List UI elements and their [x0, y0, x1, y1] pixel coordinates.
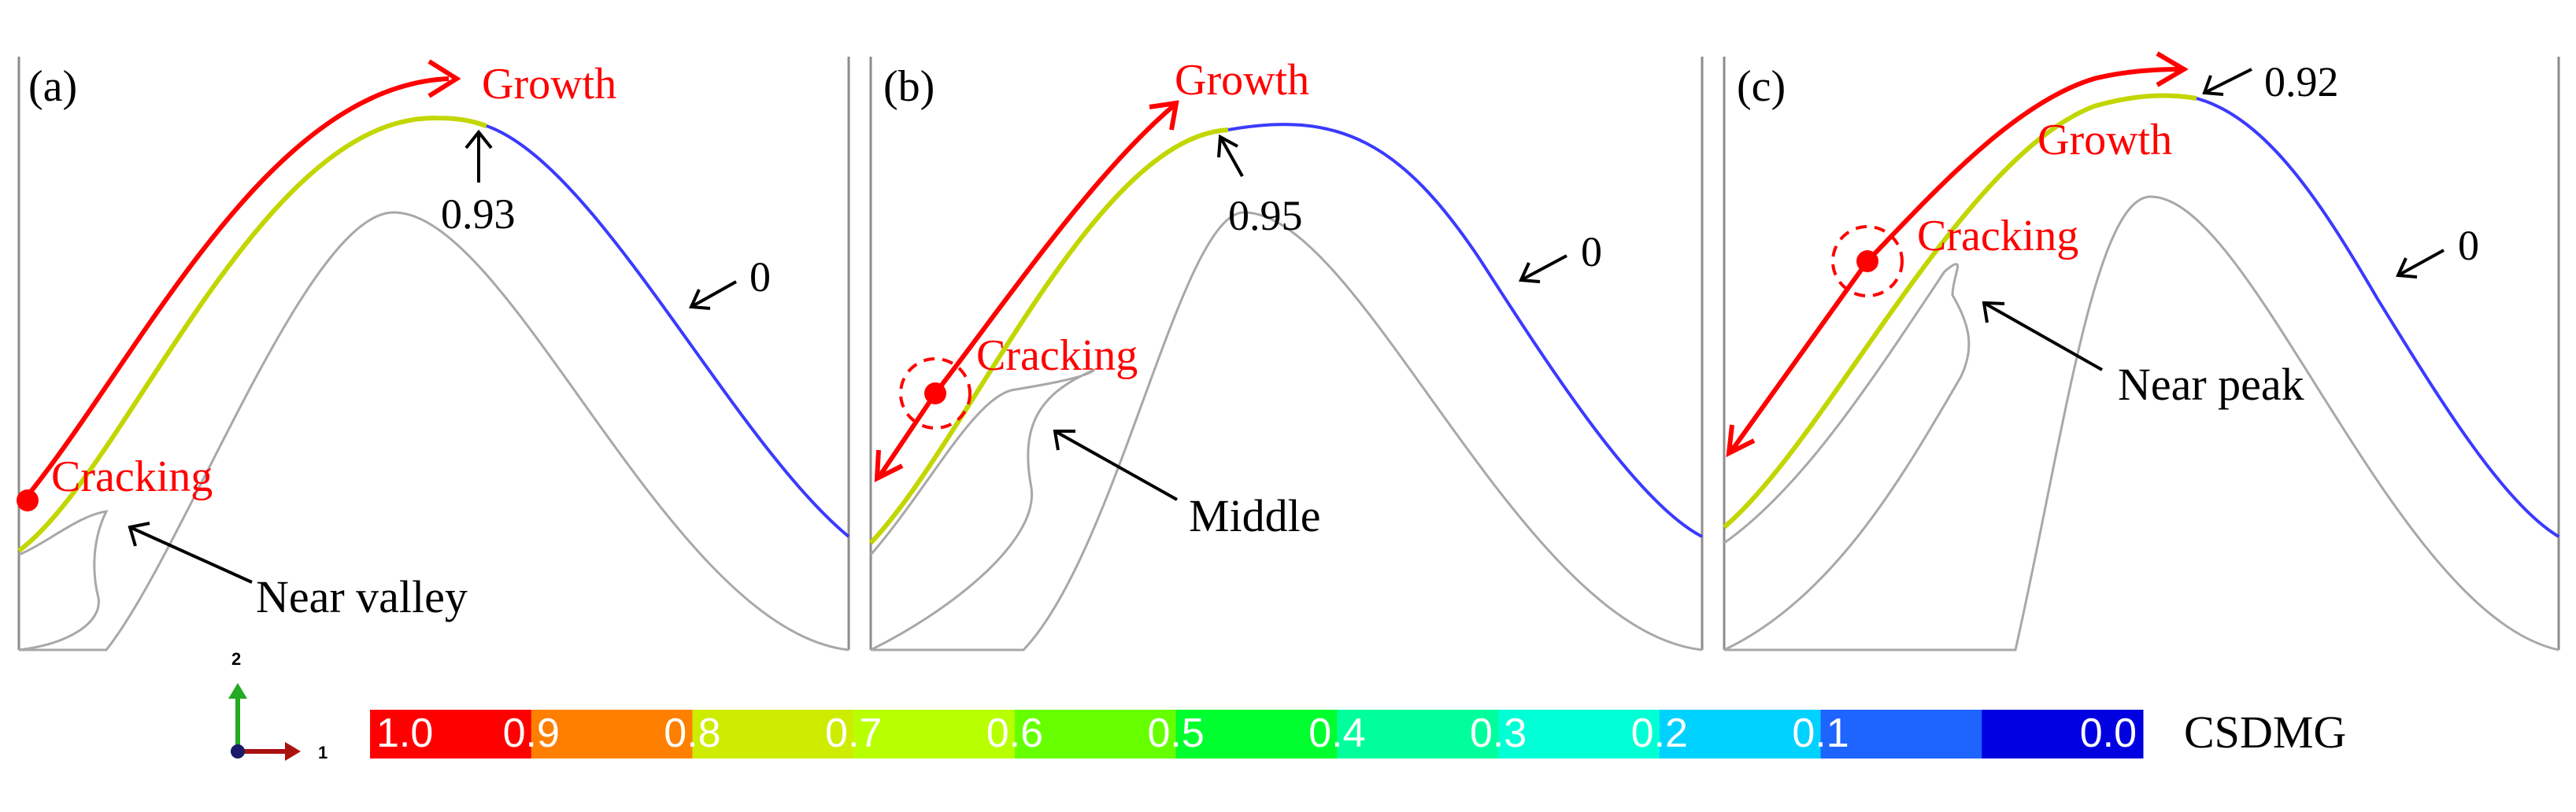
cracking-arrow: [878, 392, 938, 477]
cracking-point: [1856, 250, 1878, 272]
colorbar-ticks: 1.0 0.9 0.8 0.7 0.6 0.5 0.4 0.3 0.2 0.1 0.0: [376, 710, 2137, 756]
location-pointer-arrowhead: [1982, 301, 2005, 323]
triad-axis-1-arrowhead: [285, 742, 301, 761]
colorbar-tick-label: 0.1: [1792, 710, 1849, 756]
location-pointer-arrowhead: [1053, 430, 1075, 451]
panel-a: Cracking Growth (a) 0.93 0 Near valley: [17, 57, 850, 651]
colorbar-tick-label: 0.3: [1470, 710, 1527, 756]
crack-notch: [18, 510, 109, 651]
zero-value: 0: [749, 253, 771, 301]
peak-pointer-arrowhead: [464, 129, 493, 149]
colorbar-segment: [692, 710, 854, 758]
location-label: Near valley: [256, 571, 468, 622]
colorbar-segment: [1175, 710, 1338, 758]
panel-c: Cracking Growth (c) 0.92 0 Near peak: [1723, 51, 2560, 651]
damage-band-blue: [2196, 97, 2560, 538]
location-pointer-arrow: [129, 526, 253, 584]
damage-band-yellow: [17, 115, 487, 553]
zero-value: 0: [1581, 228, 1602, 275]
growth-label: Growth: [2037, 116, 2172, 164]
panel-label: (c): [1737, 62, 1786, 111]
panel-b: Cracking Growth (b) 0.95 0 Middle: [868, 56, 1704, 651]
crack-notch: [869, 368, 1096, 651]
crack-notch: [1723, 263, 1971, 651]
colorbar-segment: [370, 710, 532, 758]
growth-arrow: [25, 76, 450, 497]
location-pointer-arrow: [1983, 301, 2103, 371]
cracking-arrowhead: [1726, 424, 1756, 458]
growth-arrowhead: [427, 59, 461, 98]
cracking-arrow: [1730, 260, 1870, 452]
zero-pointer-arrowhead: [1519, 262, 1541, 283]
colorbar-segment: [853, 710, 1016, 758]
colorbar-tick-label: 0.9: [503, 710, 560, 756]
peak-pointer-arrowhead: [2202, 75, 2224, 96]
location-pointer-arrow: [1054, 430, 1178, 501]
cracking-zone: [1831, 225, 1904, 297]
colorbar-tick-label: 0.5: [1147, 710, 1204, 756]
location-label: Near peak: [2118, 359, 2304, 410]
colorbar-tick-label: 0.0: [2080, 710, 2137, 756]
colorbar-segment: [1014, 710, 1177, 758]
colorbar-tick-label: 0.6: [986, 710, 1043, 756]
growth-arrow: [1865, 67, 2182, 264]
colorbar-variable: CSDMG: [2184, 707, 2346, 758]
damage-band-yellow: [1723, 93, 2197, 530]
growth-label: Growth: [482, 60, 616, 109]
growth-label: Growth: [1175, 56, 1309, 105]
colorbar-segment: [531, 710, 693, 758]
zero-pointer-arrow: [690, 280, 737, 308]
peak-pointer-arrow: [2204, 68, 2252, 94]
colorbar-tick-label: 1.0: [376, 710, 433, 756]
wave-outer-outline: [871, 211, 1703, 651]
growth-arrowhead: [2156, 51, 2189, 87]
cracking-zone: [899, 357, 972, 430]
triad-axis-2-arrowhead: [228, 683, 247, 699]
colorbar-segment: [1659, 710, 1822, 758]
colorbar: 1.0 0.9 0.8 0.7 0.6 0.5 0.4 0.3 0.2 0.1 0.0 CSDMG: [370, 707, 2346, 758]
growth-arrowhead: [1149, 100, 1179, 131]
cracking-label: Cracking: [51, 452, 213, 501]
peak-value: 0.95: [1228, 192, 1303, 239]
zero-pointer-arrow: [2397, 249, 2445, 277]
colorbar-tick-label: 0.2: [1631, 710, 1688, 756]
colorbar-tick-label: 0.4: [1308, 710, 1365, 756]
zero-pointer-arrow: [1520, 254, 1567, 282]
axes-triad: 2 1: [228, 649, 328, 762]
triad-origin: [231, 744, 245, 758]
zero-pointer-arrowhead: [689, 289, 711, 310]
colorbar-tick-label: 0.7: [825, 710, 882, 756]
triad-label-2: 2: [231, 649, 241, 669]
cracking-label: Cracking: [1917, 212, 2078, 260]
cracking-point: [924, 382, 946, 404]
damage-band-blue: [486, 124, 850, 538]
triad-label-1: 1: [318, 743, 328, 762]
growth-arrow: [933, 104, 1175, 395]
panel-label: (a): [28, 62, 77, 111]
colorbar-segment: [1982, 710, 2144, 758]
peak-pointer-arrowhead: [1217, 134, 1238, 158]
cracking-label: Cracking: [976, 331, 1138, 380]
location-pointer-arrowhead: [128, 522, 150, 547]
colorbar-tick-label: 0.8: [664, 710, 720, 756]
cracking-arrowhead: [874, 449, 904, 482]
zero-pointer-arrowhead: [2396, 257, 2418, 279]
peak-value: 0.93: [441, 190, 516, 238]
colorbar-segment: [1337, 710, 1499, 758]
wave-outer-outline: [1724, 195, 2559, 651]
colorbar-segment: [1820, 710, 1982, 758]
location-label: Middle: [1189, 490, 1321, 541]
peak-pointer-arrow: [1219, 136, 1244, 177]
zero-value: 0: [2458, 222, 2479, 269]
damage-band-yellow: [868, 127, 1229, 545]
cracking-point: [17, 489, 39, 511]
wave-outer-outline: [19, 211, 849, 651]
panel-label: (b): [883, 62, 935, 111]
colorbar-segments: [370, 710, 2144, 758]
colorbar-segment: [1498, 710, 1660, 758]
damage-band-blue: [1227, 123, 1703, 538]
peak-value: 0.92: [2264, 58, 2339, 105]
